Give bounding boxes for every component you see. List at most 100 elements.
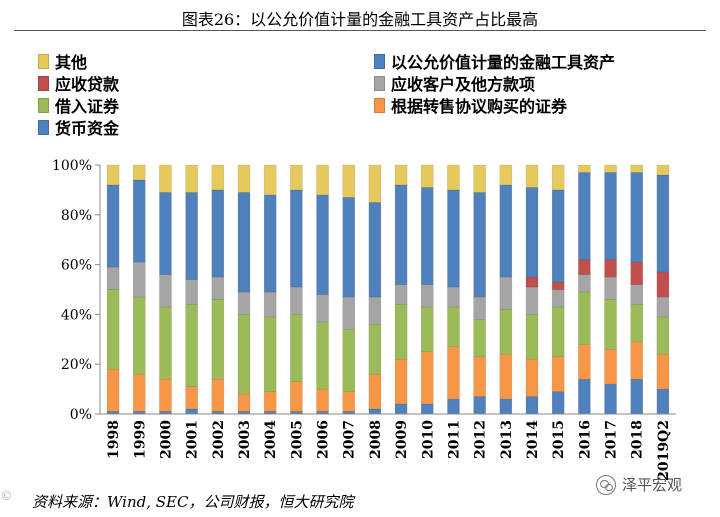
watermark-label: 泽平宏观 xyxy=(622,476,683,494)
bar-segment-2005-s2 xyxy=(290,314,303,382)
bar-segment-2010-s2 xyxy=(421,306,434,352)
bar-segment-2003-s2 xyxy=(237,314,251,395)
source-note: 资料来源：Wind, SEC，公司财报，恒大研究院 xyxy=(32,493,354,511)
legend-item-loans-receivable: 应收贷款 xyxy=(38,76,119,94)
legend-item-other: 其他 xyxy=(38,54,87,72)
bar-segment-2008-s3 xyxy=(368,296,382,325)
bar-segment-1998-s5 xyxy=(106,184,120,268)
legend-label-cash: 货币资金 xyxy=(55,119,120,138)
x-tick-label-2010: 2010 xyxy=(420,420,436,459)
bar-segment-2007-s3 xyxy=(342,296,355,330)
bar-segment-2015-s0 xyxy=(551,391,565,415)
legend-item-customer-receivables: 应收客户及他方款项 xyxy=(374,76,535,94)
bar-segment-2013-s0 xyxy=(499,398,513,415)
x-tick-label-2007: 2007 xyxy=(342,420,358,459)
x-tick-label-2005: 2005 xyxy=(289,420,305,459)
bar-segment-2001-s5 xyxy=(185,192,198,280)
bar-segment-2011-s1 xyxy=(447,346,460,400)
bar-segment-2004-s2 xyxy=(263,316,277,392)
x-tick-label-2018: 2018 xyxy=(630,420,646,459)
bar-segment-2013-s1 xyxy=(499,353,513,400)
bar-segment-1999-s3 xyxy=(133,261,146,298)
bar-segment-2017-s1 xyxy=(604,349,617,385)
bar-segment-2002-s2 xyxy=(211,299,225,380)
bar-segment-2006-s3 xyxy=(316,294,329,323)
bar-segment-2008-s1 xyxy=(368,373,382,410)
legend-label-fair-value: 以公允价值计量的金融工具资产 xyxy=(391,53,616,72)
bar-segment-2007-s1 xyxy=(342,391,355,412)
title-divider xyxy=(14,30,706,31)
bar-segment-2018-s4 xyxy=(630,261,643,285)
y-tick-label-40%: 40% xyxy=(61,307,92,323)
legend-label-other: 其他 xyxy=(55,53,88,72)
bar-segment-2015-s5 xyxy=(551,189,565,283)
bar-segment-2012-s5 xyxy=(473,192,486,298)
bar-segment-2015-s3 xyxy=(551,289,565,308)
x-tick-label-2009: 2009 xyxy=(394,420,410,459)
bar-segment-2008-s5 xyxy=(368,202,382,298)
bar-segment-2000-s1 xyxy=(159,378,172,412)
x-tick-label-1999: 1999 xyxy=(132,420,148,459)
bar-segment-2009-s2 xyxy=(394,304,408,360)
x-tick-label-2014: 2014 xyxy=(525,420,541,459)
bar-segment-2019Q2-s3 xyxy=(656,296,670,318)
bar-segment-2002-s5 xyxy=(211,189,225,278)
bar-segment-2001-s2 xyxy=(185,304,198,387)
bar-segment-2004-s6 xyxy=(263,164,277,196)
x-tick-label-2004: 2004 xyxy=(263,420,279,459)
bar-segment-2014-s0 xyxy=(525,396,539,415)
bar-segment-2016-s1 xyxy=(578,344,591,380)
bar-segment-2006-s1 xyxy=(316,388,329,412)
bar-segment-2017-s0 xyxy=(604,383,617,415)
legend-label-borrowed-securities: 借入证券 xyxy=(55,97,120,116)
bar-segment-1998-s1 xyxy=(106,368,120,412)
bar-segment-2011-s6 xyxy=(447,164,460,191)
bar-segment-2012-s0 xyxy=(473,396,486,415)
bar-segment-2016-s2 xyxy=(578,291,591,345)
bar-segment-2019Q2-s2 xyxy=(656,316,670,355)
bar-segment-2000-s5 xyxy=(159,192,172,275)
bar-segment-2007-s6 xyxy=(342,164,355,198)
bar-segment-2008-s0 xyxy=(368,408,382,415)
bar-segment-2003-s1 xyxy=(237,393,251,412)
bar-segment-2016-s3 xyxy=(578,274,591,293)
bar-segment-2001-s3 xyxy=(185,279,198,305)
bar-segment-2004-s3 xyxy=(263,291,277,318)
bar-segment-2014-s1 xyxy=(525,358,539,397)
bar-segment-2004-s5 xyxy=(263,194,277,293)
bar-segment-2006-s2 xyxy=(316,321,329,390)
x-tick-label-2019Q2: 2019Q2 xyxy=(656,420,672,481)
x-tick-label-2015: 2015 xyxy=(551,420,567,459)
bar-segment-2014-s2 xyxy=(525,314,539,360)
bar-segment-2017-s3 xyxy=(604,276,617,300)
bar-segment-2009-s1 xyxy=(394,358,408,405)
bar-segment-2018-s5 xyxy=(630,172,643,263)
bar-segment-2008-s2 xyxy=(368,324,382,375)
bar-segment-2011-s2 xyxy=(447,306,460,348)
bar-segment-1998-s6 xyxy=(106,164,120,186)
bar-segment-2015-s6 xyxy=(551,164,565,191)
bar-segment-2000-s2 xyxy=(159,306,172,380)
bar-segment-2011-s3 xyxy=(447,286,460,308)
x-tick-label-2006: 2006 xyxy=(316,420,332,459)
bar-segment-2018-s1 xyxy=(630,341,643,380)
legend-item-fair-value: 以公允价值计量的金融工具资产 xyxy=(374,54,615,72)
bar-segment-2013-s2 xyxy=(499,309,513,355)
x-tick-label-2008: 2008 xyxy=(368,420,384,459)
legend: 其他 应收贷款 借入证券 货币资金 以公允价值计量的金融工具资产 应收客户及他方… xyxy=(0,0,720,150)
bar-segment-2006-s5 xyxy=(316,194,329,295)
bar-segment-2016-s5 xyxy=(578,172,591,260)
x-tick-label-1998: 1998 xyxy=(106,420,122,459)
bar-segment-1998-s2 xyxy=(106,289,120,370)
legend-swatch-reverse-repo xyxy=(374,98,385,113)
bar-segment-2013-s6 xyxy=(499,164,513,186)
bar-segment-2010-s6 xyxy=(421,164,434,188)
bar-segment-2008-s6 xyxy=(368,164,382,203)
wechat-icon xyxy=(596,474,616,495)
bar-segment-2017-s4 xyxy=(604,259,617,278)
legend-swatch-loans-receivable xyxy=(38,76,49,91)
bar-segment-2011-s5 xyxy=(447,189,460,288)
legend-item-cash: 货币资金 xyxy=(38,120,119,138)
bar-segment-2007-s5 xyxy=(342,197,355,298)
bar-segment-2009-s6 xyxy=(394,164,408,186)
